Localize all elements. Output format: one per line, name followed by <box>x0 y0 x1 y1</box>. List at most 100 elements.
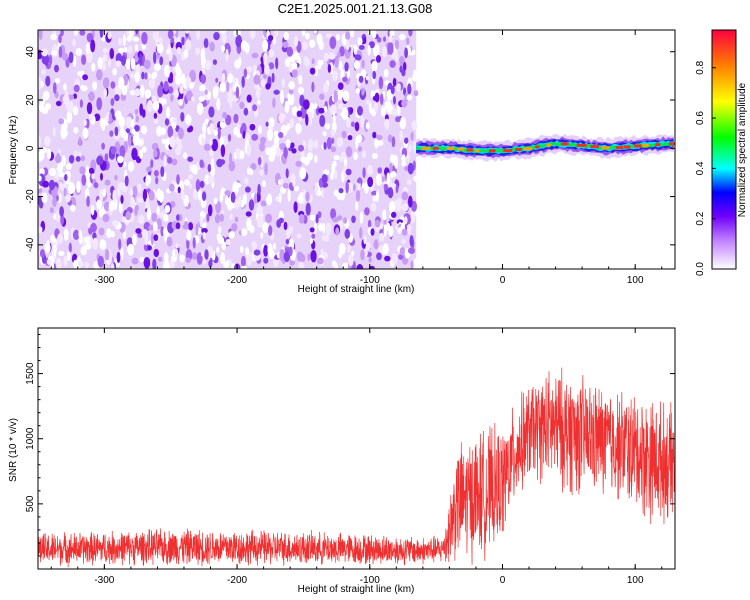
noise-speckle <box>353 45 358 51</box>
noise-speckle <box>196 102 204 115</box>
noise-speckle <box>399 116 407 130</box>
noise-speckle <box>158 96 163 104</box>
noise-speckle <box>135 115 139 123</box>
noise-speckle <box>195 179 201 192</box>
noise-speckle <box>399 130 404 142</box>
noise-speckle <box>132 134 140 146</box>
noise-speckle <box>128 30 134 38</box>
noise-speckle <box>129 90 136 96</box>
snr-series <box>38 367 675 568</box>
noise-speckle <box>410 212 416 222</box>
noise-speckle <box>166 236 173 247</box>
noise-speckle <box>401 154 406 164</box>
noise-speckle <box>168 51 173 62</box>
noise-speckle <box>368 41 375 49</box>
noise-speckle <box>85 43 90 54</box>
y-tick-label: 20 <box>25 94 36 106</box>
noise-speckle <box>365 122 370 130</box>
noise-speckle <box>41 48 49 57</box>
noise-speckle <box>110 98 115 107</box>
noise-speckle <box>283 221 288 231</box>
noise-speckle <box>128 134 132 148</box>
noise-speckle <box>314 155 318 163</box>
noise-speckle <box>130 57 136 70</box>
snr-ylabel: SNR (10 * v/v) <box>8 418 19 482</box>
noise-speckle <box>49 167 56 177</box>
x-tick-label: -200 <box>227 275 247 286</box>
colorbar-ticks: 0.0 0.2 0.4 0.6 0.8 <box>695 60 716 276</box>
noise-speckle <box>334 169 338 180</box>
noise-speckle <box>389 162 393 173</box>
noise-speckle <box>229 214 233 220</box>
noise-speckle <box>260 200 268 207</box>
noise-speckle <box>375 226 380 233</box>
noise-speckle <box>241 229 248 237</box>
noise-speckle <box>376 55 381 63</box>
noise-speckle <box>264 162 268 176</box>
noise-speckle <box>169 72 174 82</box>
snr-xlabel: Height of straight line (km) <box>298 584 415 595</box>
noise-speckle <box>39 168 45 176</box>
noise-speckle <box>60 126 68 140</box>
noise-speckle <box>38 175 42 182</box>
signal-band-layer <box>416 141 674 154</box>
noise-speckle <box>334 262 338 269</box>
noise-speckle <box>145 166 152 172</box>
noise-speckle <box>173 89 179 99</box>
noise-speckle <box>200 74 207 84</box>
noise-speckle <box>110 146 117 155</box>
noise-speckle <box>222 112 228 119</box>
noise-speckle <box>344 62 349 72</box>
noise-speckle <box>413 258 418 269</box>
noise-speckle <box>152 258 157 269</box>
noise-speckle <box>359 226 363 239</box>
noise-speckle <box>145 197 149 209</box>
noise-speckle <box>307 253 311 261</box>
x-tick-label: -300 <box>94 575 114 586</box>
noise-speckle <box>92 237 99 250</box>
noise-speckle <box>357 105 363 116</box>
noise-speckle <box>407 83 412 95</box>
x-tick-label: 100 <box>627 575 644 586</box>
noise-speckle <box>234 216 239 223</box>
noise-speckle <box>153 112 158 119</box>
noise-speckle <box>303 214 308 224</box>
noise-speckle <box>396 105 401 115</box>
noise-speckle <box>322 222 326 234</box>
noise-speckle <box>131 147 138 161</box>
noise-speckle <box>184 30 190 34</box>
noise-speckle <box>156 125 163 137</box>
noise-speckle <box>218 226 222 234</box>
noise-speckle <box>159 56 164 66</box>
noise-speckle <box>80 84 86 90</box>
noise-speckle <box>356 178 363 184</box>
noise-speckle <box>99 239 107 251</box>
noise-speckle <box>313 30 317 34</box>
noise-speckle <box>117 37 123 46</box>
noise-speckle <box>146 207 152 221</box>
noise-speckle <box>363 235 367 245</box>
noise-speckle <box>92 81 98 91</box>
noise-speckle <box>39 249 45 258</box>
noise-speckle <box>240 40 248 51</box>
noise-speckle <box>147 72 151 79</box>
noise-speckle <box>293 185 300 192</box>
noise-speckle <box>72 229 80 240</box>
noise-speckle <box>338 103 344 110</box>
noise-speckle <box>364 207 370 216</box>
noise-speckle <box>362 167 366 179</box>
noise-speckle <box>188 183 192 189</box>
noise-speckle <box>388 34 393 43</box>
noise-speckle <box>220 159 226 165</box>
noise-speckle <box>89 236 94 244</box>
snr-axes: -300 -200 -100 0 100 500 1000 1500 <box>25 328 675 586</box>
x-tick-label: 0 <box>500 575 506 586</box>
signal-peak <box>669 142 675 146</box>
noise-speckle <box>147 245 152 251</box>
noise-speckle <box>106 228 112 239</box>
noise-speckle <box>160 166 165 178</box>
noise-speckle <box>50 234 56 243</box>
noise-speckle <box>73 30 79 36</box>
noise-speckle <box>153 118 159 125</box>
noise-speckle <box>67 182 75 195</box>
